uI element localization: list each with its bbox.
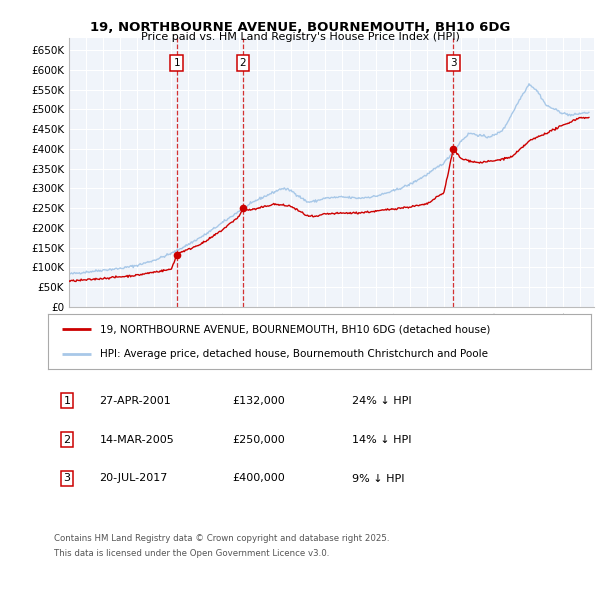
Text: Price paid vs. HM Land Registry's House Price Index (HPI): Price paid vs. HM Land Registry's House … bbox=[140, 32, 460, 42]
Text: 3: 3 bbox=[64, 474, 71, 483]
Text: 3: 3 bbox=[450, 58, 457, 68]
Text: 1: 1 bbox=[173, 58, 180, 68]
Text: £250,000: £250,000 bbox=[233, 435, 286, 444]
Text: HPI: Average price, detached house, Bournemouth Christchurch and Poole: HPI: Average price, detached house, Bour… bbox=[100, 349, 488, 359]
Text: 1: 1 bbox=[64, 396, 71, 405]
Text: 24% ↓ HPI: 24% ↓ HPI bbox=[352, 396, 412, 405]
Text: £132,000: £132,000 bbox=[233, 396, 286, 405]
Text: 2: 2 bbox=[240, 58, 247, 68]
Text: Contains HM Land Registry data © Crown copyright and database right 2025.: Contains HM Land Registry data © Crown c… bbox=[54, 534, 389, 543]
Text: 27-APR-2001: 27-APR-2001 bbox=[100, 396, 172, 405]
Text: £400,000: £400,000 bbox=[233, 474, 286, 483]
Text: This data is licensed under the Open Government Licence v3.0.: This data is licensed under the Open Gov… bbox=[54, 549, 329, 558]
Text: 20-JUL-2017: 20-JUL-2017 bbox=[100, 474, 168, 483]
Text: 14-MAR-2005: 14-MAR-2005 bbox=[100, 435, 175, 444]
Text: 2: 2 bbox=[64, 435, 71, 444]
Text: 14% ↓ HPI: 14% ↓ HPI bbox=[352, 435, 412, 444]
Text: 9% ↓ HPI: 9% ↓ HPI bbox=[352, 474, 404, 483]
Text: 19, NORTHBOURNE AVENUE, BOURNEMOUTH, BH10 6DG: 19, NORTHBOURNE AVENUE, BOURNEMOUTH, BH1… bbox=[90, 21, 510, 34]
Text: 19, NORTHBOURNE AVENUE, BOURNEMOUTH, BH10 6DG (detached house): 19, NORTHBOURNE AVENUE, BOURNEMOUTH, BH1… bbox=[100, 324, 490, 334]
